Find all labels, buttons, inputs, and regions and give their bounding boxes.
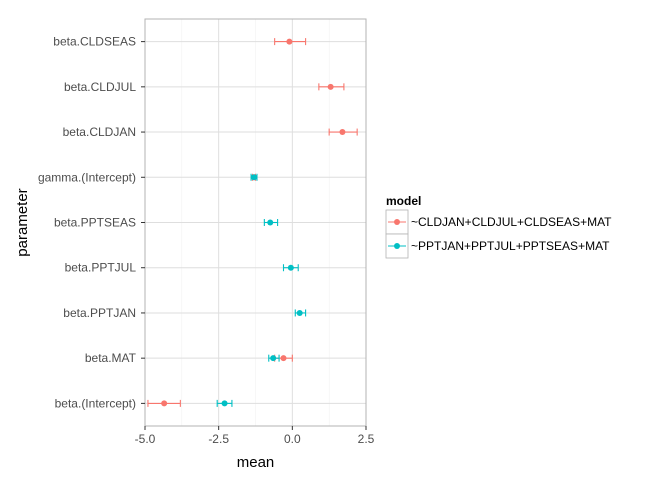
legend-label: ~PPTJAN+PPTJUL+PPTSEAS+MAT [411, 239, 610, 253]
legend-key-point [394, 219, 400, 225]
legend-keys: ~CLDJAN+CLDJUL+CLDSEAS+MAT ~PPTJAN+PPTJUL… [385, 209, 612, 259]
y-tick-label: gamma.(Intercept) [38, 170, 136, 184]
mean-point [296, 309, 303, 316]
y-tick-label: beta.CLDJAN [63, 125, 136, 139]
mean-point [287, 264, 294, 271]
legend-label: ~CLDJAN+CLDJUL+CLDSEAS+MAT [411, 215, 612, 229]
mean-point [267, 219, 274, 226]
legend-item-1: ~CLDJAN+CLDJUL+CLDSEAS+MAT [385, 209, 612, 235]
y-tick-label: beta.(Intercept) [55, 396, 136, 410]
x-tick-label: -2.5 [208, 432, 229, 446]
y-tick-label: beta.CLDJUL [64, 80, 136, 94]
mean-point [280, 355, 287, 362]
x-tick-label: 0.0 [284, 432, 301, 446]
legend-key-point [394, 243, 400, 249]
x-axis-title: mean [237, 454, 275, 471]
mean-point [251, 174, 258, 181]
mean-point [221, 400, 228, 407]
y-tick-label: beta.PPTSEAS [54, 216, 136, 230]
mean-point [270, 355, 277, 362]
data-marks [147, 38, 358, 407]
y-axis-title: parameter [14, 188, 31, 256]
legend-item-2: ~PPTJAN+PPTJUL+PPTSEAS+MAT [385, 233, 610, 259]
legend-title: model [386, 194, 421, 208]
y-tick-label: beta.PPTJUL [65, 261, 137, 275]
mean-point [327, 83, 334, 90]
axes: -5.0 -2.5 0.0 2.5 beta.(Intercept) beta.MAT be… [38, 35, 375, 446]
mean-point [286, 38, 293, 45]
legend: model ~CLDJAN+CLDJUL+CLDSEAS+MAT ~PPTJAN+… [385, 194, 612, 259]
mean-point [339, 129, 346, 136]
y-tick-label: beta.CLDSEAS [53, 35, 136, 49]
x-tick-label: -5.0 [135, 432, 156, 446]
mean-point [161, 400, 168, 407]
series-group-2 [216, 173, 307, 407]
y-tick-label: beta.PPTJAN [63, 306, 136, 320]
x-tick-label: 2.5 [358, 432, 375, 446]
y-tick-label: beta.MAT [85, 351, 137, 365]
